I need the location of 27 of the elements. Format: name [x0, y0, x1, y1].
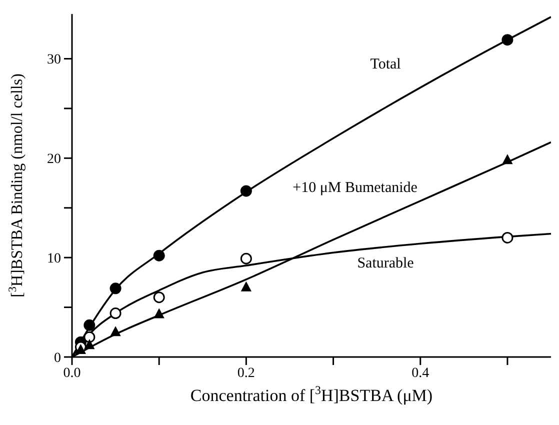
y-tick-label: 10	[47, 252, 61, 267]
series-label: Saturable	[357, 256, 414, 272]
y-tick-label: 30	[47, 52, 61, 68]
x-tick-label: 0.0	[63, 366, 81, 381]
point	[502, 34, 514, 46]
series-label: Total	[370, 56, 401, 73]
point	[240, 252, 252, 264]
y-tick-label: 0	[54, 351, 61, 366]
point	[153, 292, 165, 304]
point	[240, 185, 252, 197]
point	[84, 340, 94, 350]
point	[153, 250, 165, 262]
x-axis-title: Concentration of [$^{3}$H]BSTBA (μM)	[190, 383, 433, 405]
point	[154, 308, 164, 318]
x-tick-label: 0.4	[412, 366, 430, 381]
point	[502, 232, 514, 244]
y-tick-label: 20	[47, 152, 61, 168]
point	[110, 282, 122, 294]
point	[84, 331, 96, 343]
series-label: +10 μM Bumetanide	[292, 180, 418, 196]
x-tick-label: 0.2	[237, 366, 255, 381]
point	[110, 308, 122, 320]
point	[241, 282, 252, 292]
point	[502, 154, 512, 164]
point	[84, 319, 96, 331]
point	[76, 344, 86, 354]
point	[110, 326, 121, 336]
